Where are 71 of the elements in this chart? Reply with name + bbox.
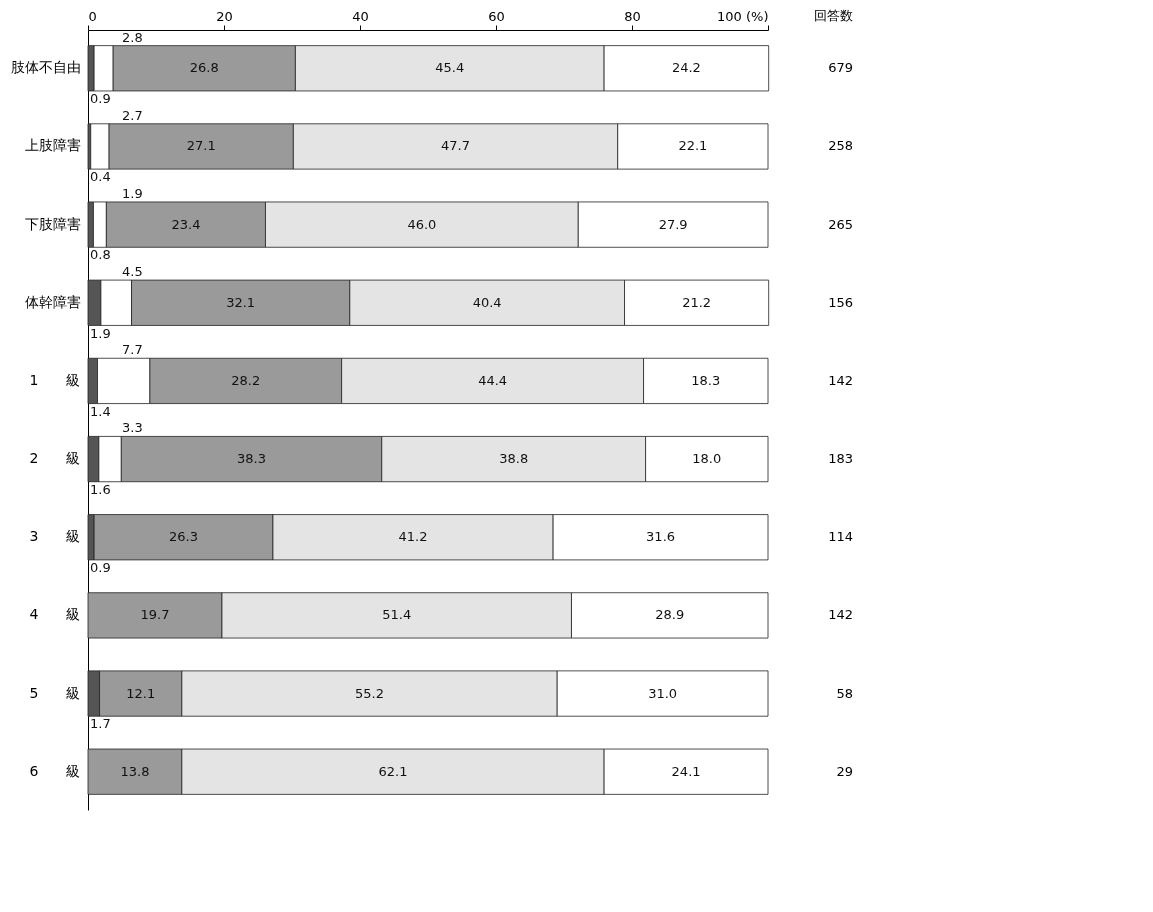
y-tick-label: 4 級	[29, 606, 81, 623]
data-label: 22.1	[678, 138, 708, 154]
text: 58	[836, 685, 853, 701]
data-label: 1.6	[90, 481, 111, 497]
text: 142	[828, 372, 853, 388]
data-label: 1.9	[122, 185, 143, 201]
data-label: 0.9	[90, 559, 111, 575]
y-tick-label: 3 級	[29, 528, 81, 545]
x-tick-label: 20	[216, 8, 233, 24]
data-label: 28.9	[655, 607, 685, 623]
text: 679	[828, 60, 853, 76]
y-tick-label: 下肢障害	[24, 215, 81, 232]
data-label: 41.2	[398, 529, 428, 545]
data-label: 0.8	[90, 247, 111, 263]
data-label: 47.7	[441, 138, 471, 154]
x-tick-label: 60	[488, 8, 505, 24]
data-label: 31.0	[648, 685, 678, 701]
y-tick-label: 肢体不自由	[10, 59, 81, 76]
data-label: 13.8	[120, 763, 150, 779]
data-label: 7.7	[122, 342, 143, 358]
data-label: 4.5	[122, 264, 143, 280]
text: 156	[828, 294, 853, 310]
data-label: 27.9	[658, 216, 688, 232]
data-label: 46.0	[407, 216, 437, 232]
y-tick-label: 体幹障害	[24, 293, 81, 310]
data-label: 26.3	[169, 529, 199, 545]
data-label: 28.2	[231, 372, 261, 388]
data-label: 1.9	[90, 325, 111, 341]
x-tick-label: 40	[352, 8, 369, 24]
data-label: 12.1	[126, 685, 156, 701]
data-label: 3.3	[122, 420, 143, 436]
data-label: 45.4	[435, 60, 465, 76]
data-label: 32.1	[226, 294, 256, 310]
data-label: 0.9	[90, 91, 111, 107]
data-label: 23.4	[171, 216, 201, 232]
data-label: 27.1	[186, 138, 216, 154]
text: 258	[828, 138, 853, 154]
data-label: 18.3	[691, 372, 721, 388]
data-label: 21.2	[682, 294, 712, 310]
data-label: 2.7	[122, 107, 143, 123]
data-label: 1.4	[90, 403, 111, 419]
data-label: 24.2	[671, 60, 701, 76]
data-label: 55.2	[355, 685, 384, 701]
data-label: 62.1	[378, 763, 408, 779]
data-label: 38.8	[499, 451, 529, 467]
data-label: 2.8	[122, 29, 143, 45]
y-tick-label: 6 級	[29, 762, 81, 779]
data-label: 1.7	[90, 716, 111, 732]
y-tick-label: 5 級	[29, 684, 81, 701]
text: 142	[828, 607, 853, 623]
data-label: 40.4	[472, 294, 502, 310]
text: 114	[828, 529, 853, 545]
data-label: 44.4	[478, 372, 508, 388]
x-tick-label: 80	[624, 8, 641, 24]
data-label: 24.1	[671, 763, 701, 779]
text: 265	[828, 216, 853, 232]
x-tick-label: 100 (%)	[717, 8, 769, 24]
y-tick-label: 上肢障害	[24, 137, 81, 154]
data-label: 18.0	[692, 451, 722, 467]
y-tick-label: 1 級	[29, 371, 81, 388]
text: 回答数	[814, 8, 853, 23]
text: 29	[836, 763, 853, 779]
data-label: 26.8	[189, 60, 219, 76]
text: 183	[828, 451, 853, 467]
data-label: 31.6	[646, 529, 676, 545]
data-label: 38.3	[237, 451, 267, 467]
data-label: 0.4	[90, 169, 111, 185]
x-tick-label: 0	[88, 8, 97, 24]
data-label: 19.7	[140, 607, 170, 623]
data-label: 51.4	[382, 607, 412, 623]
y-tick-label: 2 級	[29, 450, 81, 467]
